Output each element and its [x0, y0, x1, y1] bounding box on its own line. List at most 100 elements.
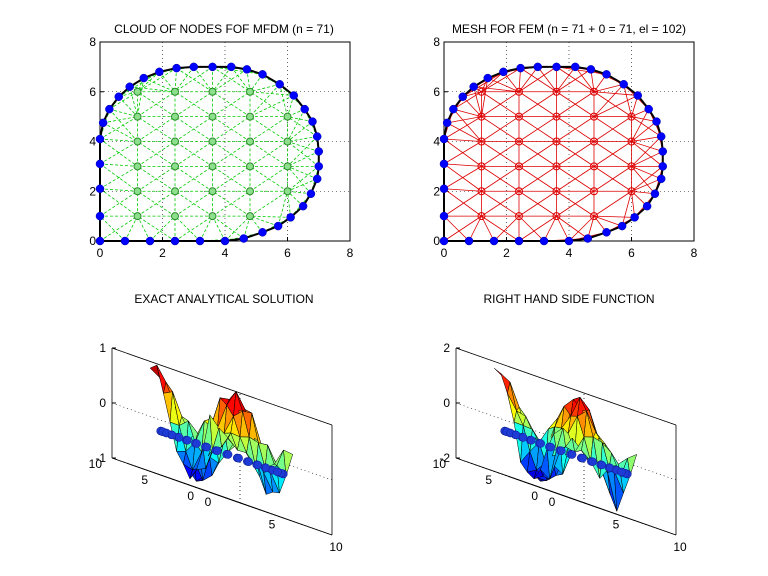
interior-node	[283, 162, 292, 171]
mesh-edge	[631, 121, 657, 142]
mesh-edge	[287, 141, 319, 167]
interior-node	[283, 187, 292, 196]
boundary-node	[239, 234, 248, 243]
mesh-edge	[593, 91, 632, 117]
interior-node	[171, 187, 179, 196]
boundary-node-marker	[527, 436, 536, 445]
mesh-edge	[443, 138, 482, 142]
mesh-edge	[518, 66, 539, 92]
mesh-edge	[249, 84, 280, 117]
mesh-edge	[212, 166, 251, 192]
mesh-edge	[137, 141, 176, 167]
x-tick-label: 8	[347, 246, 354, 260]
z-tick-label: 0	[443, 396, 450, 410]
mesh-edge	[129, 86, 176, 93]
boundary-node	[499, 67, 508, 77]
mesh-edge	[287, 95, 295, 117]
mesh-edge	[556, 215, 570, 242]
mesh-edge	[174, 116, 213, 142]
mesh-edge	[631, 141, 663, 167]
mesh-edge	[556, 116, 595, 142]
mesh-edge	[99, 215, 126, 242]
boundary-node	[602, 70, 611, 79]
boundary-node	[449, 104, 458, 114]
x-tick-label: 0	[441, 246, 448, 260]
x-tick-label: 10	[329, 540, 343, 554]
interior-node	[627, 162, 636, 171]
mesh-edge	[287, 136, 318, 167]
panel-title: CLOUD OF NODES FOF MFDM (n = 71)	[114, 22, 334, 36]
boundary-node	[170, 236, 180, 246]
mesh-edge	[212, 141, 251, 167]
mesh-edge	[481, 190, 520, 217]
interior-node	[246, 187, 254, 196]
mesh-edge	[462, 96, 482, 117]
y-tick-label: 2	[433, 184, 440, 198]
mesh-edge	[473, 86, 520, 93]
boundary-node	[300, 104, 309, 114]
z-grid-line	[455, 347, 677, 426]
mesh-edge	[212, 190, 251, 217]
x-tick-label: 10	[673, 540, 687, 554]
mesh-edge	[631, 166, 662, 180]
boundary-node	[658, 162, 667, 171]
z-tick-label: -2	[439, 451, 450, 465]
interior-node	[627, 112, 636, 121]
boundary-node	[139, 73, 148, 83]
mesh-edge	[443, 215, 470, 242]
mesh-edge	[174, 215, 213, 242]
boundary-node-marker	[597, 460, 607, 470]
mesh-edge	[137, 67, 177, 93]
interior-node	[171, 87, 179, 96]
mesh-edge	[137, 190, 176, 217]
mesh-edge	[518, 215, 545, 242]
interior-node	[477, 137, 486, 146]
boundary-node-marker	[192, 439, 201, 448]
boundary-node	[289, 91, 298, 100]
mesh-edge	[623, 84, 632, 117]
boundary-node	[564, 236, 574, 246]
mesh-edge	[481, 78, 489, 117]
mesh-edge	[143, 77, 176, 93]
mesh-edge	[249, 91, 294, 96]
boundary-node	[439, 184, 449, 194]
mesh-edge	[137, 91, 176, 117]
interior-node	[171, 212, 179, 221]
boundary-node	[489, 236, 499, 246]
mesh-edge	[99, 188, 138, 217]
mesh-edge	[556, 66, 576, 92]
boundary-node-marker	[617, 467, 626, 477]
y-tick-label: 8	[433, 35, 440, 49]
mesh-edge	[287, 166, 319, 192]
mesh-edge	[287, 141, 319, 152]
x-tick-label: 0	[205, 495, 212, 509]
boundary-node	[442, 118, 452, 128]
mesh-edge	[443, 116, 482, 140]
mesh-edge	[631, 178, 662, 192]
mesh-edge	[481, 116, 520, 142]
mesh-edge	[287, 190, 304, 207]
mesh-edge	[556, 215, 588, 239]
interior-node	[590, 212, 598, 221]
boundary-node-marker	[223, 450, 233, 459]
mesh-edge	[621, 191, 632, 227]
mesh-edge	[287, 108, 306, 142]
z-grid-line	[455, 402, 677, 481]
mesh-edge	[99, 166, 138, 190]
boundary-node-marker	[578, 453, 587, 463]
mesh-edge	[593, 215, 623, 227]
interior-node	[590, 137, 598, 146]
y-tick-label: 0	[187, 489, 194, 503]
mesh-edge	[556, 66, 595, 93]
boundary-node-marker	[244, 457, 253, 466]
interior-node	[133, 112, 142, 121]
boundary-node	[95, 236, 105, 246]
mesh-edge	[103, 116, 138, 124]
boundary-node	[114, 92, 123, 101]
mesh-edge	[443, 188, 482, 217]
boundary-node-marker	[536, 439, 545, 448]
mesh-edge	[443, 141, 482, 165]
mesh-edge	[174, 141, 213, 167]
mesh-edge	[224, 215, 251, 242]
y-tick-label: 8	[89, 35, 96, 49]
